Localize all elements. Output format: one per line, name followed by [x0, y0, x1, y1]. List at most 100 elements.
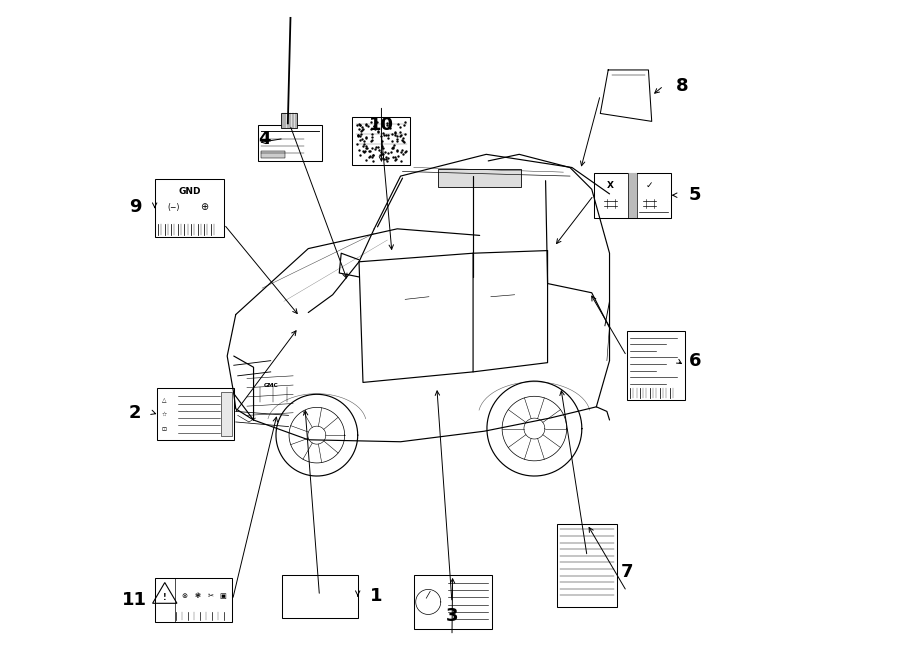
Text: ⊕: ⊕: [201, 202, 209, 213]
Point: [375, 136, 390, 146]
Point: [391, 119, 405, 130]
Point: [359, 120, 374, 130]
Point: [357, 139, 372, 150]
Point: [384, 142, 399, 153]
Point: [379, 130, 393, 141]
Text: ▣: ▣: [220, 593, 227, 599]
Point: [372, 144, 386, 155]
Point: [357, 146, 372, 157]
Point: [389, 154, 403, 165]
Point: [364, 143, 379, 154]
Text: ☆: ☆: [162, 412, 167, 417]
Point: [381, 133, 395, 144]
Text: ⊗: ⊗: [181, 593, 187, 599]
Point: [388, 155, 402, 166]
Point: [364, 152, 379, 162]
Bar: [628, 173, 637, 218]
Point: [350, 139, 365, 150]
Point: [362, 152, 376, 163]
Point: [364, 146, 378, 156]
Text: ⊡: ⊡: [162, 426, 166, 432]
Point: [395, 134, 410, 145]
Point: [393, 127, 408, 138]
Point: [385, 128, 400, 139]
Point: [352, 123, 366, 134]
Point: [367, 120, 382, 131]
Bar: [438, 169, 520, 187]
Point: [390, 134, 404, 144]
Point: [356, 134, 370, 144]
Point: [355, 122, 369, 132]
Point: [388, 152, 402, 163]
Point: [374, 130, 389, 141]
Point: [364, 132, 379, 142]
Point: [391, 151, 405, 162]
Point: [352, 118, 366, 129]
Point: [358, 155, 373, 166]
Point: [376, 130, 391, 140]
Point: [386, 143, 400, 154]
Bar: [557, 524, 617, 606]
Point: [383, 146, 398, 157]
Point: [367, 121, 382, 132]
Point: [390, 130, 404, 141]
Point: [356, 141, 370, 152]
Point: [351, 130, 365, 141]
Point: [358, 118, 373, 129]
Bar: [155, 179, 224, 238]
Point: [371, 141, 385, 152]
Point: [390, 136, 404, 147]
Point: [364, 117, 378, 128]
Text: 4: 4: [257, 130, 270, 148]
Point: [376, 149, 391, 160]
Text: 3: 3: [446, 607, 458, 625]
Point: [388, 128, 402, 138]
Point: [386, 142, 400, 152]
Point: [392, 130, 407, 141]
Point: [382, 122, 397, 133]
Text: △: △: [162, 398, 166, 402]
Point: [365, 150, 380, 161]
Point: [353, 120, 367, 130]
Point: [358, 132, 373, 143]
Text: GMC: GMC: [264, 383, 278, 387]
Point: [393, 156, 408, 166]
Bar: [281, 113, 297, 128]
Point: [380, 120, 394, 130]
Point: [375, 148, 390, 159]
Point: [360, 142, 374, 153]
Point: [359, 132, 374, 142]
Point: [392, 122, 407, 132]
Point: [365, 149, 380, 160]
Bar: [626, 331, 685, 401]
Point: [373, 149, 387, 160]
Text: 2: 2: [129, 404, 141, 422]
Point: [390, 146, 404, 157]
Point: [379, 152, 393, 162]
Text: 7: 7: [620, 563, 633, 581]
Point: [350, 130, 365, 140]
Point: [353, 134, 367, 145]
Point: [380, 118, 394, 128]
Point: [394, 147, 409, 158]
Point: [367, 144, 382, 154]
Point: [388, 127, 402, 138]
Point: [364, 124, 378, 135]
Text: X: X: [608, 181, 615, 190]
Point: [368, 124, 382, 134]
Point: [365, 156, 380, 166]
Point: [379, 156, 393, 166]
Point: [369, 142, 383, 153]
Text: ❃: ❃: [194, 593, 201, 599]
Point: [398, 129, 412, 140]
Bar: [594, 173, 671, 218]
Point: [399, 146, 413, 157]
Point: [351, 130, 365, 140]
Bar: [353, 117, 410, 165]
Point: [396, 135, 410, 146]
Point: [387, 140, 401, 151]
Point: [364, 135, 379, 146]
Text: (−): (−): [168, 203, 180, 212]
Point: [357, 136, 372, 146]
Point: [379, 154, 393, 164]
